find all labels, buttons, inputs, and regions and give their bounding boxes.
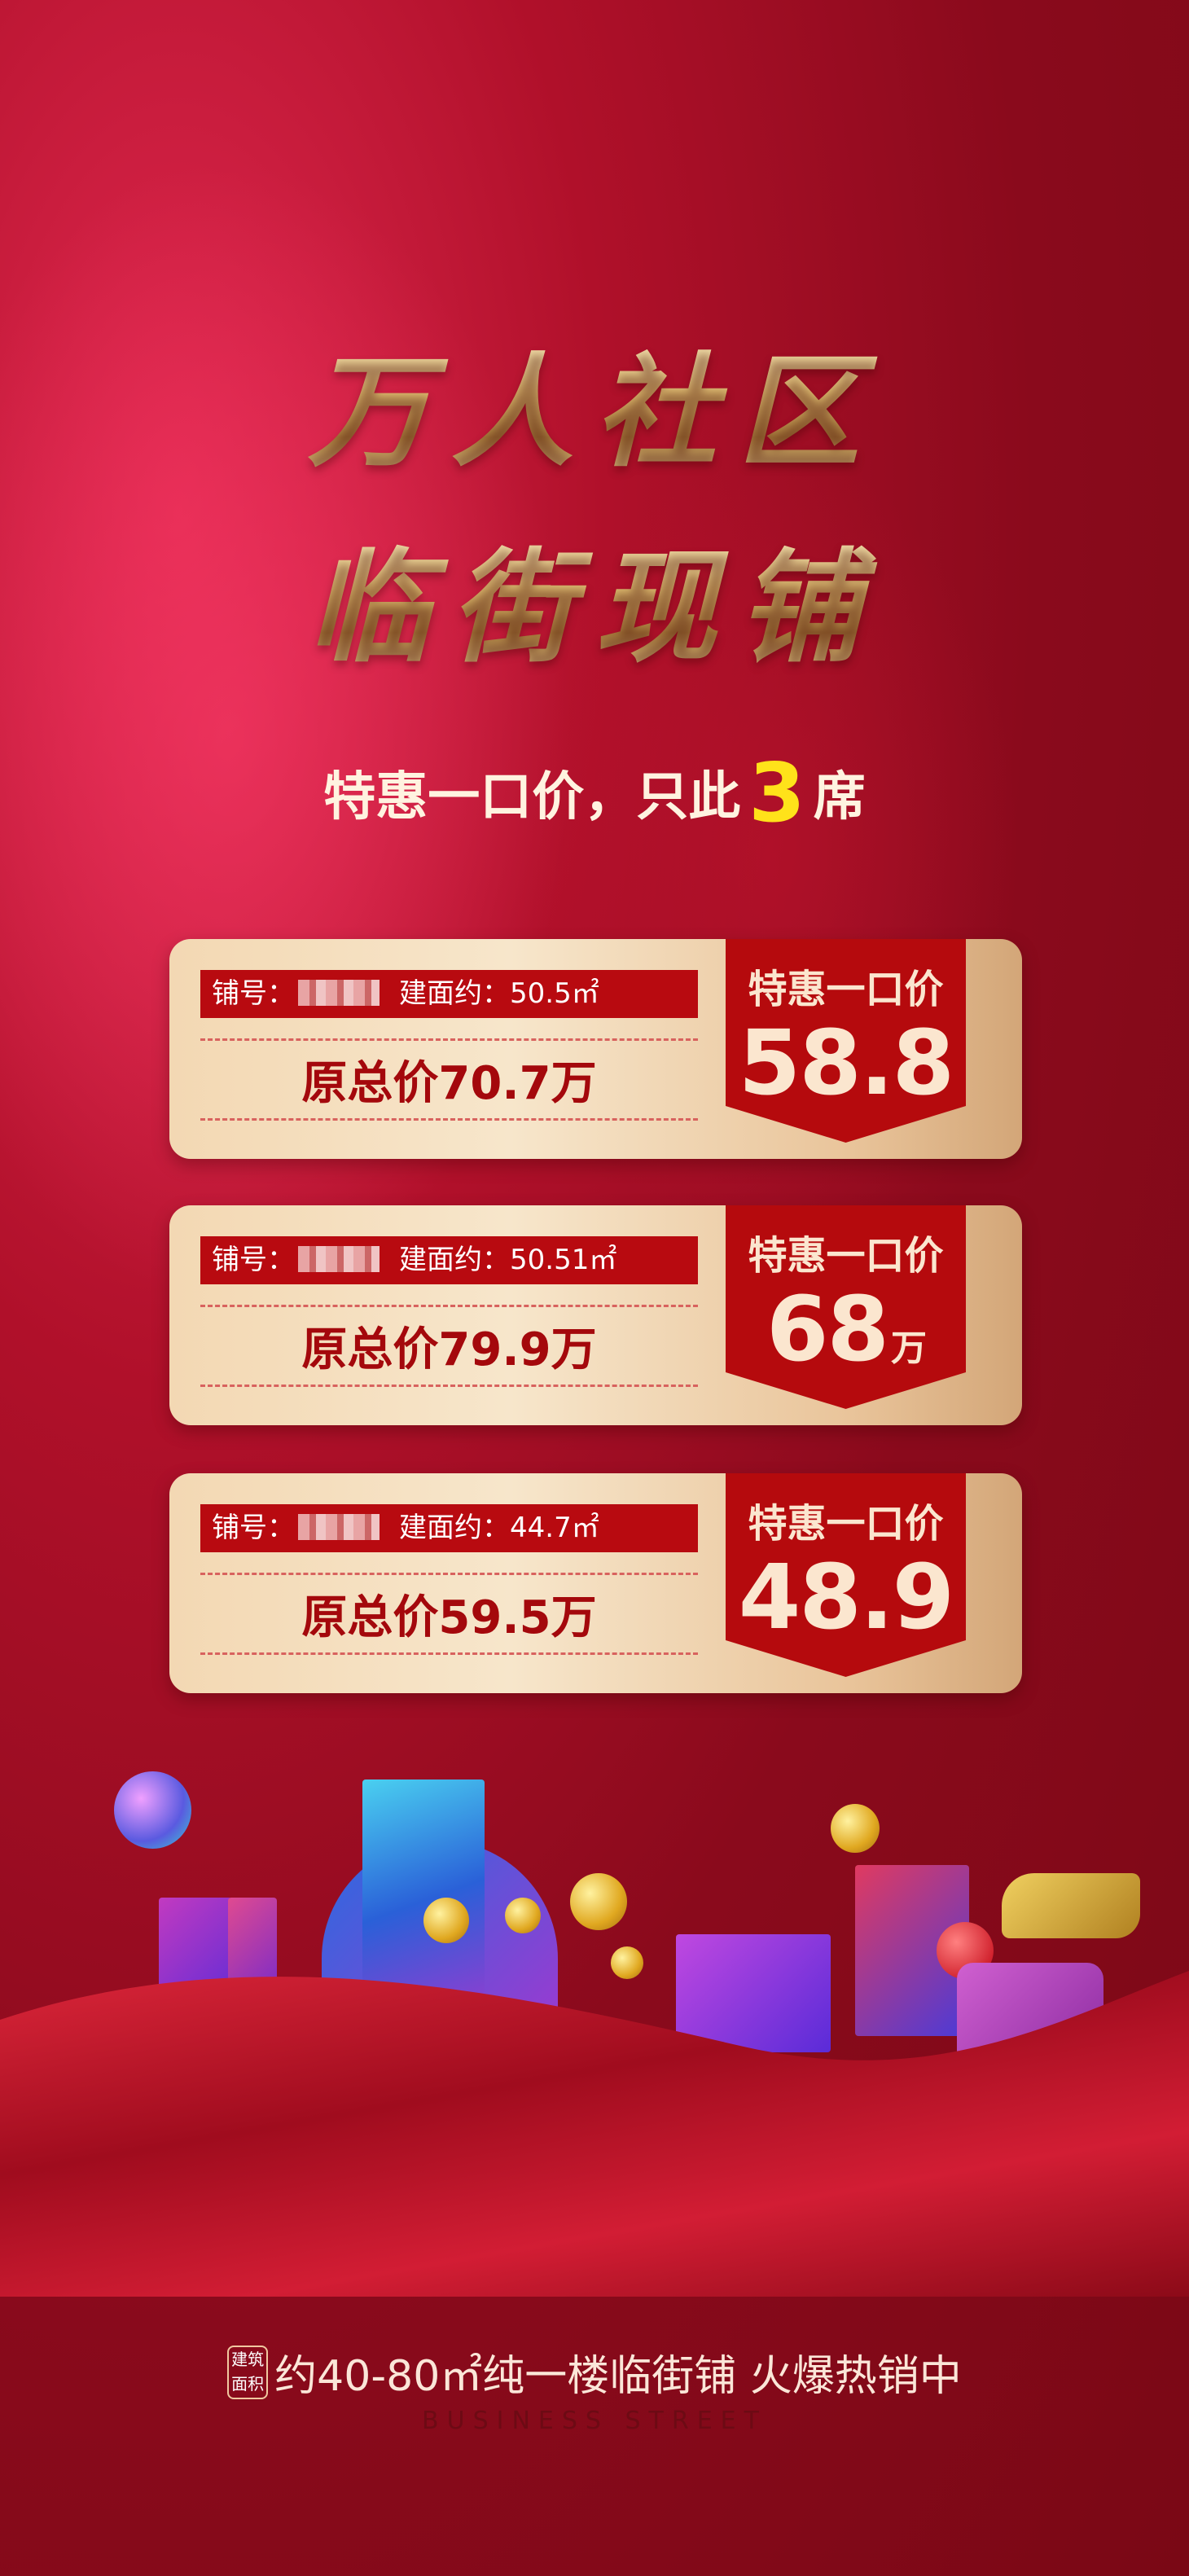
deal-label: 特惠一口价 [748, 1233, 944, 1279]
deal-label: 特惠一口价 [748, 967, 944, 1012]
shop-info-tag: 铺号： 建面约：50.5㎡ [200, 970, 698, 1018]
price-value: 58.8 [738, 1011, 954, 1115]
shop-label: 铺号： [212, 1512, 295, 1544]
gold-coin [611, 1946, 643, 1979]
subtitle-suffix: 席 [813, 767, 866, 827]
divider [200, 1573, 698, 1575]
original-price: 原总价79.9万 [301, 1323, 597, 1376]
area-label: 建面约：44.7㎡ [399, 1512, 599, 1544]
divider [200, 1038, 698, 1041]
gold-coin [831, 1804, 880, 1853]
price-value: 48.9 [738, 1545, 954, 1649]
price-unit: 万 [830, 1165, 865, 1207]
gradient-sphere [114, 1771, 191, 1849]
divider [200, 1385, 698, 1387]
shop-info-tag: 铺号： 建面约：50.51㎡ [200, 1236, 698, 1284]
subtitle-prefix: 特惠一口价，只此 [323, 767, 741, 827]
area-badge: 建筑 面积 [227, 2345, 269, 2399]
footer-text: 约40-80㎡纯一楼临街铺 火爆热销中 [274, 2352, 962, 2401]
shop-number-blurred [298, 980, 380, 1006]
price-ribbon: 特惠一口价 58.8万 [726, 939, 966, 1143]
shop-card: 铺号： 建面约：44.7㎡ 原总价59.5万 特惠一口价 48.9万 [169, 1473, 1022, 1693]
original-price: 原总价70.7万 [301, 1057, 597, 1110]
price-ribbon: 特惠一口价 48.9万 [726, 1473, 966, 1677]
price-unit: 万 [891, 1327, 927, 1369]
gold-coin [570, 1873, 627, 1930]
headline-line2: 临街现铺 [0, 509, 1189, 686]
shop-label: 铺号： [212, 977, 295, 1010]
subtitle: 特惠一口价，只此 3 席 [0, 745, 1189, 840]
divider [200, 1652, 698, 1655]
building-illustration [676, 1934, 831, 2052]
shop-number-blurred [298, 1246, 380, 1272]
price-unit: 万 [830, 1700, 865, 1741]
price-ribbon: 特惠一口价 68万 [726, 1205, 966, 1409]
gold-coin [423, 1898, 469, 1943]
badge-line2: 面积 [231, 2373, 265, 2394]
shop-info-tag: 铺号： 建面约：44.7㎡ [200, 1504, 698, 1552]
shop-card: 铺号： 建面约：50.5㎡ 原总价70.7万 特惠一口价 58.8万 [169, 939, 1022, 1159]
area-label: 建面约：50.5㎡ [399, 977, 599, 1010]
shop-number-blurred [298, 1514, 380, 1540]
business-street-label: BUSINESS STREET [422, 2407, 767, 2435]
divider [200, 1118, 698, 1121]
shop-label: 铺号： [212, 1244, 295, 1276]
footer-tagline: 建筑面积 约40-80㎡纯一楼临街铺 火爆热销中 [0, 2341, 1189, 2403]
subtitle-count: 3 [748, 745, 805, 840]
badge-line1: 建筑 [231, 2349, 265, 2369]
shop-card: 铺号： 建面约：50.51㎡ 原总价79.9万 特惠一口价 68万 [169, 1205, 1022, 1425]
deal-price: 58.8 万 [726, 1011, 966, 1207]
deal-price: 68万 [726, 1277, 966, 1381]
gold-coin [505, 1898, 541, 1933]
headline-line1: 万人社区 [0, 314, 1189, 490]
original-price: 原总价59.5万 [301, 1591, 597, 1644]
divider [200, 1305, 698, 1307]
deal-label: 特惠一口价 [748, 1501, 944, 1547]
deal-price: 48.9 万 [726, 1545, 966, 1741]
price-value: 68 [766, 1277, 889, 1381]
area-label: 建面约：50.51㎡ [399, 1244, 617, 1276]
shoe-decoration [1002, 1873, 1140, 1938]
